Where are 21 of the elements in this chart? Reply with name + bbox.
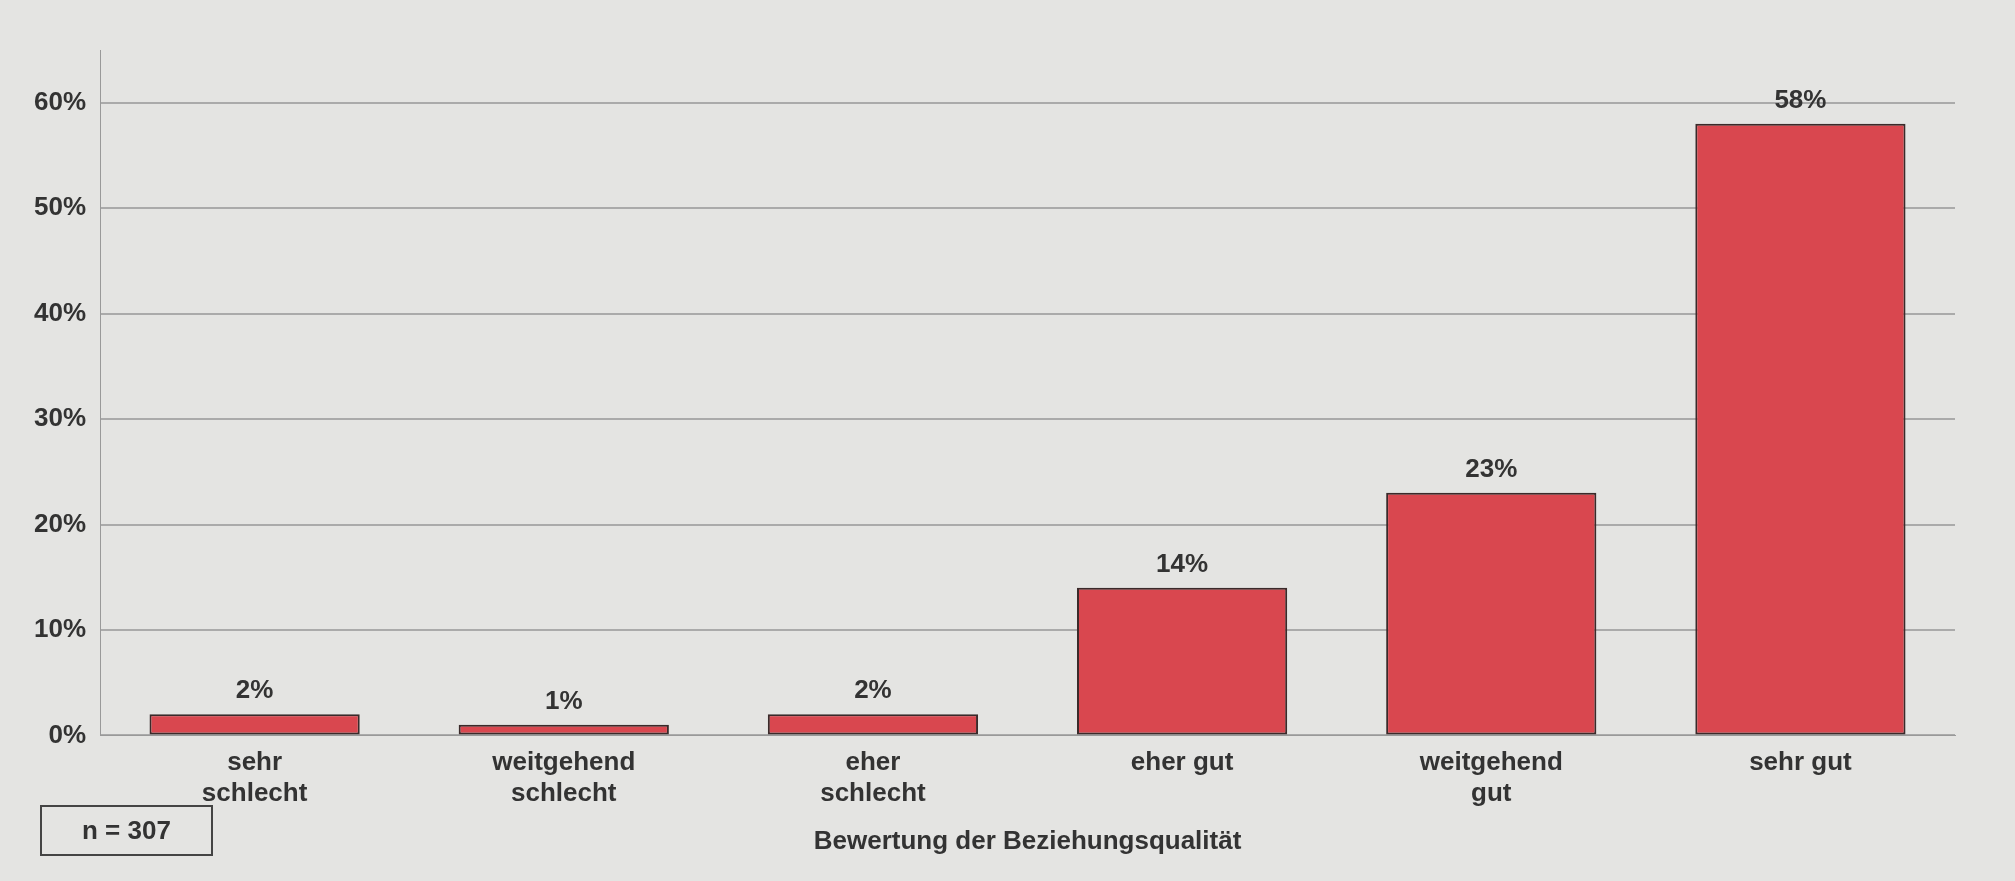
data-label: 14% (1156, 547, 1209, 578)
y-tick-label: 40% (33, 296, 87, 327)
y-tick-label: 30% (33, 402, 87, 433)
y-tick-label: 10% (33, 613, 87, 644)
x-tick-label: weitgehend gut (1418, 746, 1563, 808)
x-tick-label: sehr gut (1749, 746, 1853, 777)
y-tick-label: 50% (33, 191, 87, 222)
x-tick-label: eher gut (1130, 746, 1234, 777)
data-label: 2% (854, 674, 892, 705)
y-tick-label: 20% (33, 507, 87, 538)
data-label: 2% (235, 674, 274, 705)
text: n = 307 (82, 815, 171, 845)
x-axis-title: Bewertung der Beziehungsqualität (813, 824, 1242, 855)
y-tick-label: 60% (33, 85, 87, 116)
x-tick-label: weitgehend schlecht (491, 746, 636, 808)
x-tick-label: eher schlecht (820, 746, 927, 808)
data-label: 58% (1774, 83, 1827, 114)
data-label: 1% (544, 685, 583, 716)
x-tick-label: sehr schlecht (201, 746, 308, 808)
y-tick-label: 0% (48, 718, 87, 749)
data-label: 23% (1465, 453, 1518, 484)
